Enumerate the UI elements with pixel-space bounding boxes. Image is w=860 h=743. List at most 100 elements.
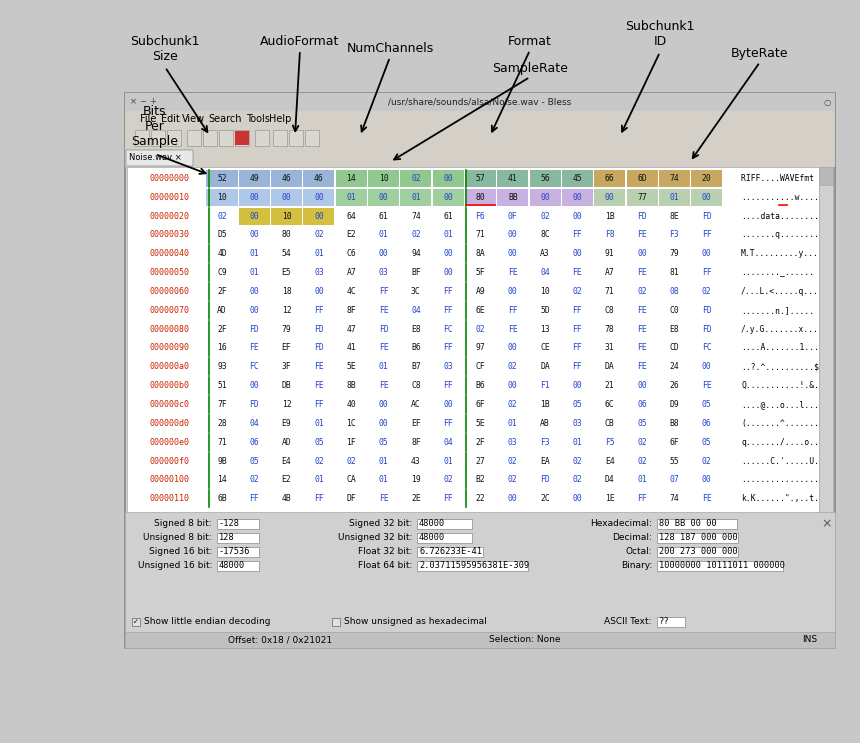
Text: Unsigned 16 bit:: Unsigned 16 bit: bbox=[138, 562, 212, 571]
Text: 00: 00 bbox=[637, 249, 647, 259]
Text: 00: 00 bbox=[573, 212, 582, 221]
Text: 74: 74 bbox=[669, 494, 679, 503]
Text: .......q........: .......q........ bbox=[741, 230, 819, 239]
Text: 79: 79 bbox=[669, 249, 679, 259]
Text: 00: 00 bbox=[249, 192, 259, 201]
Text: FF: FF bbox=[443, 343, 453, 352]
Text: 54: 54 bbox=[282, 249, 292, 259]
Text: Signed 16 bit:: Signed 16 bit: bbox=[149, 548, 212, 557]
Text: 000000e0: 000000e0 bbox=[149, 438, 189, 447]
Text: 000000c0: 000000c0 bbox=[149, 400, 189, 409]
Text: 02: 02 bbox=[443, 476, 453, 484]
Text: 8C: 8C bbox=[540, 230, 550, 239]
Text: FE: FE bbox=[573, 268, 582, 277]
Text: Selection: None: Selection: None bbox=[489, 635, 561, 644]
Text: 04: 04 bbox=[443, 438, 453, 447]
Text: 78: 78 bbox=[605, 325, 615, 334]
Text: B6: B6 bbox=[476, 381, 485, 390]
Text: 1C: 1C bbox=[347, 419, 356, 428]
Text: 2E: 2E bbox=[411, 494, 421, 503]
Text: FD: FD bbox=[314, 343, 324, 352]
Text: C8: C8 bbox=[411, 381, 421, 390]
Text: BB: BB bbox=[508, 192, 518, 201]
Text: 40: 40 bbox=[347, 400, 356, 409]
Text: Offset: 0x18 / 0x21021: Offset: 0x18 / 0x21021 bbox=[228, 635, 332, 644]
Text: 8F: 8F bbox=[411, 438, 421, 447]
Text: 000000b0: 000000b0 bbox=[149, 381, 189, 390]
Text: 05: 05 bbox=[378, 438, 389, 447]
Text: D4: D4 bbox=[605, 476, 615, 484]
Text: 00: 00 bbox=[249, 381, 259, 390]
Text: 26: 26 bbox=[669, 381, 679, 390]
Text: 5E: 5E bbox=[476, 419, 485, 428]
Bar bbox=[594, 170, 625, 186]
Text: 00000030: 00000030 bbox=[149, 230, 189, 239]
Bar bbox=[335, 189, 366, 206]
Text: 00: 00 bbox=[637, 381, 647, 390]
Text: BF: BF bbox=[411, 268, 421, 277]
Bar bbox=[125, 127, 835, 149]
Text: CD: CD bbox=[669, 343, 679, 352]
Text: FE: FE bbox=[314, 381, 324, 390]
Text: Hexadecimal:: Hexadecimal: bbox=[590, 519, 652, 528]
Text: 1B: 1B bbox=[540, 400, 550, 409]
Text: 00: 00 bbox=[314, 287, 324, 296]
Text: FD: FD bbox=[540, 476, 550, 484]
Text: 10: 10 bbox=[217, 192, 227, 201]
Bar bbox=[465, 189, 496, 206]
Text: F8: F8 bbox=[605, 230, 615, 239]
Text: FE: FE bbox=[378, 381, 389, 390]
Bar bbox=[235, 130, 249, 146]
Text: 04: 04 bbox=[411, 306, 421, 315]
Text: FF: FF bbox=[314, 400, 324, 409]
Text: FF: FF bbox=[314, 494, 324, 503]
Text: Help: Help bbox=[269, 114, 292, 124]
Text: E8: E8 bbox=[411, 325, 421, 334]
Text: -128: -128 bbox=[219, 519, 240, 528]
Text: EF: EF bbox=[411, 419, 421, 428]
Bar bbox=[203, 130, 217, 146]
Text: 04: 04 bbox=[540, 268, 550, 277]
Text: 6E: 6E bbox=[476, 306, 485, 315]
Text: 02: 02 bbox=[314, 230, 324, 239]
Text: 28: 28 bbox=[217, 419, 227, 428]
Text: 00: 00 bbox=[378, 400, 389, 409]
Text: Edit: Edit bbox=[161, 114, 180, 124]
Text: FF: FF bbox=[443, 381, 453, 390]
Text: 03: 03 bbox=[443, 363, 453, 372]
Text: FE: FE bbox=[637, 343, 647, 352]
Bar bbox=[135, 130, 149, 146]
Text: 7F: 7F bbox=[217, 400, 227, 409]
Text: FD: FD bbox=[249, 325, 259, 334]
Text: 20: 20 bbox=[702, 174, 711, 183]
Text: 46: 46 bbox=[314, 174, 324, 183]
Text: FF: FF bbox=[443, 494, 453, 503]
Text: 02: 02 bbox=[573, 476, 582, 484]
Bar bbox=[332, 618, 340, 626]
Text: 5D: 5D bbox=[540, 306, 550, 315]
Text: 57: 57 bbox=[476, 174, 485, 183]
Text: 05: 05 bbox=[314, 438, 324, 447]
Text: 12: 12 bbox=[282, 306, 292, 315]
Text: 93: 93 bbox=[217, 363, 227, 372]
Text: DB: DB bbox=[282, 381, 292, 390]
Text: 1E: 1E bbox=[605, 494, 615, 503]
Text: C0: C0 bbox=[669, 306, 679, 315]
Text: 1F: 1F bbox=[347, 438, 356, 447]
Text: AB: AB bbox=[540, 419, 550, 428]
Text: 6D: 6D bbox=[637, 174, 647, 183]
Text: CA: CA bbox=[347, 476, 356, 484]
Text: 128: 128 bbox=[219, 533, 235, 542]
Text: 00000000: 00000000 bbox=[149, 174, 189, 183]
Text: 00000110: 00000110 bbox=[149, 494, 189, 503]
Text: F6: F6 bbox=[476, 212, 485, 221]
Text: D5: D5 bbox=[217, 230, 227, 239]
Text: FF: FF bbox=[443, 287, 453, 296]
Text: Binary:: Binary: bbox=[621, 562, 652, 571]
Text: 02: 02 bbox=[637, 287, 647, 296]
Bar bbox=[335, 170, 366, 186]
Text: 00: 00 bbox=[702, 192, 711, 201]
Text: FD: FD bbox=[314, 325, 324, 334]
Text: FE: FE bbox=[249, 343, 259, 352]
Text: 02: 02 bbox=[411, 230, 421, 239]
